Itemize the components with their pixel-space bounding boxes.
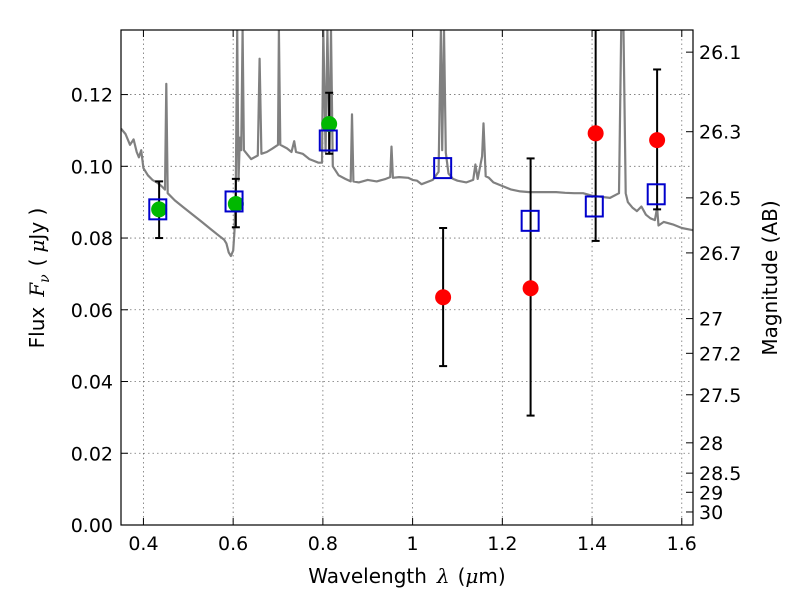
y2-tick-label: 26.7 bbox=[699, 243, 741, 265]
y2-tick-label: 27.2 bbox=[699, 343, 741, 365]
y2-tick-label: 28 bbox=[699, 433, 723, 455]
x-tick-label: 1.4 bbox=[577, 533, 607, 555]
green-data-point bbox=[321, 115, 338, 132]
x-axis-ticks: 0.4 0.6 0.8 1 1.2 1.4 1.6 bbox=[128, 30, 697, 555]
red-data-point bbox=[435, 289, 452, 306]
green-data-point bbox=[151, 201, 168, 218]
y-tick-label: 0.10 bbox=[71, 156, 113, 178]
y2-tick-label: 26.5 bbox=[699, 188, 741, 210]
y-tick-label: 0.02 bbox=[71, 443, 113, 465]
y-tick-label: 0.00 bbox=[71, 515, 113, 537]
x-tick-label: 0.6 bbox=[218, 533, 248, 555]
red-data-point bbox=[587, 125, 604, 142]
y2-axis-label: Magnitude (AB) bbox=[758, 200, 782, 355]
y-axis-label: FluxFν(μJy ) bbox=[25, 208, 53, 349]
y-tick-label: 0.12 bbox=[71, 85, 113, 107]
plot-frame bbox=[120, 29, 694, 526]
model-photometry-square bbox=[584, 195, 604, 218]
y2-tick-label: 26.3 bbox=[699, 122, 741, 144]
green-data-point bbox=[227, 195, 244, 212]
y-tick-label: 0.04 bbox=[71, 372, 113, 394]
y2-tick-label: 30 bbox=[699, 502, 723, 524]
y2-tick-label: 27.5 bbox=[699, 385, 741, 407]
model-photometry-square bbox=[646, 183, 666, 206]
x-tick-label: 0.8 bbox=[308, 533, 338, 555]
model-photometry-square bbox=[318, 129, 338, 152]
y2-tick-label: 26.1 bbox=[699, 42, 741, 64]
grid-lines bbox=[121, 30, 693, 526]
red-data-point bbox=[649, 132, 666, 149]
x-tick-label: 1.2 bbox=[487, 533, 517, 555]
y2-tick-label: 27 bbox=[699, 309, 723, 331]
red-data-point bbox=[522, 280, 539, 297]
model-photometry-square bbox=[520, 209, 540, 232]
data-points bbox=[148, 115, 666, 306]
x-tick-label: 1 bbox=[407, 533, 419, 555]
model-photometry-square bbox=[224, 190, 244, 213]
y-axis-ticks: 0.00 0.02 0.04 0.06 0.08 0.10 0.12 bbox=[71, 85, 128, 537]
model-photometry-square bbox=[148, 198, 168, 221]
model-spectrum bbox=[121, 30, 693, 258]
y2-tick-label: 28.5 bbox=[699, 463, 741, 485]
spectrum-line bbox=[121, 30, 693, 258]
x-axis-label: Wavelength λ (μm) bbox=[308, 564, 505, 588]
x-tick-label: 1.6 bbox=[667, 533, 697, 555]
y2-tick-label: 29 bbox=[699, 482, 723, 504]
error-bars bbox=[155, 30, 662, 417]
y-tick-label: 0.08 bbox=[71, 228, 113, 250]
y-tick-label: 0.06 bbox=[71, 300, 113, 322]
x-tick-label: 0.4 bbox=[128, 533, 158, 555]
model-photometry-square bbox=[433, 157, 453, 180]
